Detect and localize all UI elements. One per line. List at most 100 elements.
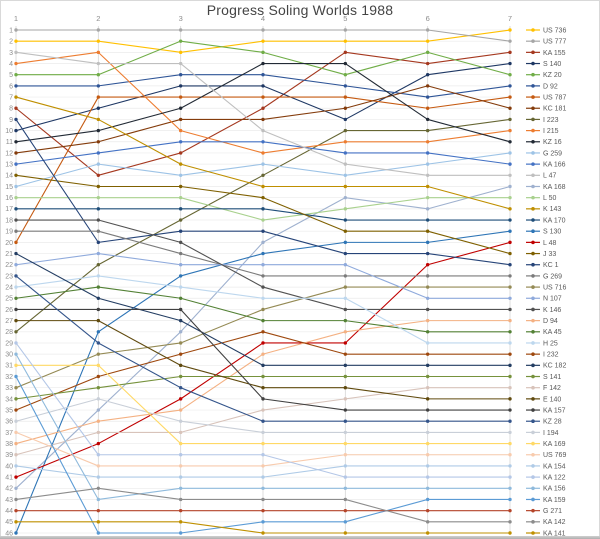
series-marker bbox=[14, 218, 18, 222]
series-marker bbox=[178, 475, 183, 479]
y-axis-label: 35 bbox=[5, 407, 13, 414]
series-marker bbox=[96, 251, 101, 256]
legend-swatch-marker bbox=[531, 397, 535, 401]
y-axis-label: 14 bbox=[5, 173, 13, 180]
series-marker bbox=[261, 419, 265, 423]
series-marker bbox=[508, 274, 512, 278]
series-marker bbox=[508, 39, 512, 43]
series-marker bbox=[178, 151, 183, 155]
series-marker bbox=[343, 430, 348, 435]
series-marker bbox=[508, 419, 512, 423]
series-marker bbox=[508, 184, 512, 189]
series-marker bbox=[14, 50, 18, 55]
series-marker bbox=[343, 207, 348, 211]
y-axis-label: 5 bbox=[9, 72, 13, 79]
series-marker bbox=[14, 341, 18, 345]
series-marker bbox=[343, 374, 348, 379]
series-marker bbox=[508, 318, 512, 323]
series-marker bbox=[508, 240, 512, 245]
series-marker bbox=[14, 397, 18, 401]
y-axis-label: 40 bbox=[5, 463, 13, 470]
series-marker bbox=[261, 207, 265, 211]
legend-swatch-marker bbox=[531, 195, 535, 200]
legend-swatch-marker bbox=[531, 84, 535, 88]
series-marker bbox=[508, 207, 512, 211]
series-marker bbox=[343, 274, 348, 278]
series-marker bbox=[14, 408, 18, 412]
series-marker bbox=[96, 173, 101, 178]
legend-label-S-140: S 140 bbox=[543, 61, 561, 68]
series-marker bbox=[508, 486, 512, 490]
series-marker bbox=[96, 285, 101, 289]
series-marker bbox=[261, 285, 265, 289]
legend-swatch-marker bbox=[531, 173, 535, 178]
legend-swatch-marker bbox=[531, 240, 535, 245]
series-marker bbox=[425, 195, 430, 200]
series-marker bbox=[343, 240, 348, 245]
legend-label-KA-170: KA 170 bbox=[543, 217, 566, 224]
series-marker bbox=[425, 285, 430, 289]
series-marker bbox=[178, 385, 183, 390]
series-marker bbox=[96, 430, 101, 435]
series-marker bbox=[14, 151, 18, 155]
series-marker bbox=[508, 508, 512, 513]
legend-label-G-259: G 259 bbox=[543, 150, 562, 157]
legend-label-KA-156: KA 156 bbox=[543, 486, 566, 493]
series-marker bbox=[178, 430, 183, 435]
legend-swatch-marker bbox=[531, 128, 535, 133]
series-marker bbox=[178, 140, 183, 144]
series-marker bbox=[343, 508, 348, 513]
y-axis-label: 21 bbox=[5, 251, 13, 258]
series-marker bbox=[261, 464, 265, 468]
legend-swatch-marker bbox=[531, 61, 535, 66]
series-marker bbox=[261, 430, 265, 435]
series-marker bbox=[261, 318, 265, 323]
series-marker bbox=[96, 274, 101, 278]
series-marker bbox=[343, 397, 348, 401]
series-marker bbox=[96, 520, 101, 524]
series-marker bbox=[14, 374, 18, 379]
series-marker bbox=[14, 173, 18, 178]
series-marker bbox=[425, 486, 430, 490]
series-marker bbox=[261, 352, 265, 356]
y-axis-label: 32 bbox=[5, 374, 13, 381]
series-marker bbox=[425, 240, 430, 245]
legend-swatch-marker bbox=[531, 296, 535, 301]
y-axis-label: 12 bbox=[5, 150, 13, 157]
series-marker bbox=[261, 475, 265, 479]
y-axis-label: 46 bbox=[5, 530, 13, 537]
y-axis-label: 31 bbox=[5, 363, 13, 370]
series-marker bbox=[14, 363, 18, 368]
series-marker bbox=[14, 195, 18, 200]
series-marker bbox=[508, 106, 512, 110]
series-marker bbox=[14, 520, 18, 524]
series-marker bbox=[96, 28, 101, 32]
series-marker bbox=[261, 363, 265, 368]
series-marker bbox=[14, 162, 18, 166]
series-marker bbox=[178, 50, 183, 55]
series-marker bbox=[508, 408, 512, 412]
series-marker bbox=[343, 95, 348, 99]
series-marker bbox=[261, 106, 265, 110]
legend-swatch-marker bbox=[531, 106, 535, 111]
series-marker bbox=[343, 195, 348, 200]
series-marker bbox=[425, 341, 430, 345]
series-marker bbox=[343, 497, 348, 502]
legend-swatch-marker bbox=[531, 441, 535, 446]
series-marker bbox=[96, 497, 101, 502]
legend-swatch-marker bbox=[531, 520, 535, 524]
series-marker bbox=[343, 318, 348, 323]
series-marker bbox=[343, 50, 348, 55]
legend-swatch-marker bbox=[531, 95, 535, 99]
series-marker bbox=[178, 520, 183, 524]
legend-label-KA-166: KA 166 bbox=[543, 162, 566, 169]
series-marker bbox=[261, 240, 265, 245]
series-marker bbox=[261, 140, 265, 144]
series-marker bbox=[343, 106, 348, 110]
y-axis-label: 26 bbox=[5, 307, 13, 314]
legend-swatch-marker bbox=[531, 374, 535, 379]
y-axis-label: 36 bbox=[5, 419, 13, 426]
series-marker bbox=[508, 128, 512, 133]
series-marker bbox=[261, 184, 265, 189]
series-marker bbox=[261, 151, 265, 155]
